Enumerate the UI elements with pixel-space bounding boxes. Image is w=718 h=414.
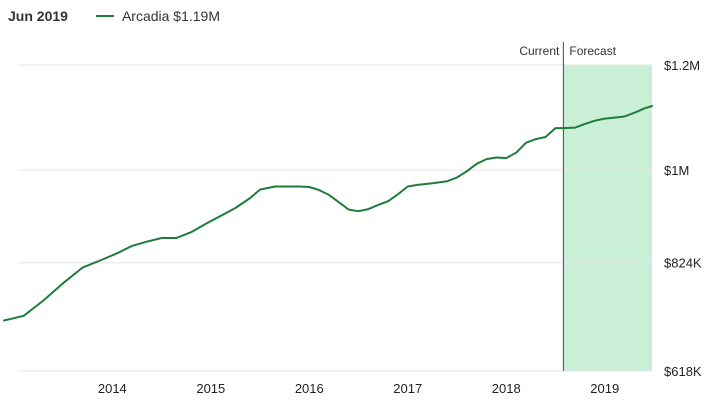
y-tick-label: $618K: [664, 364, 702, 379]
gridlines: [18, 64, 652, 372]
x-tick-label: 2019: [590, 381, 619, 396]
x-tick-label: 2015: [196, 381, 225, 396]
chart-header: Jun 2019 Arcadia $1.19M: [8, 4, 220, 28]
series-line-arcadia: [3, 105, 653, 322]
x-tick-label: 2016: [295, 381, 324, 396]
period-label: Jun 2019: [8, 8, 68, 24]
x-tick-label: 2018: [492, 381, 521, 396]
series-layer: [3, 105, 653, 322]
y-tick-label: $1M: [664, 163, 689, 178]
x-tick-label: 2017: [393, 381, 422, 396]
y-tick-label: $824K: [664, 256, 702, 271]
legend: Arcadia $1.19M: [95, 8, 220, 24]
legend-label: Arcadia $1.19M: [121, 8, 220, 24]
y-axis: $1.2M $1M $824K $618K: [664, 58, 702, 379]
current-forecast-divider: Current Forecast: [519, 42, 617, 371]
forecast-label: Forecast: [569, 44, 616, 58]
forecast-band: [563, 65, 652, 371]
x-tick-label: 2014: [98, 381, 127, 396]
current-label: Current: [519, 44, 560, 58]
x-axis: 2014 2015 2016 2017 2018 2019: [98, 381, 619, 396]
y-tick-label: $1.2M: [664, 58, 700, 73]
forecast-region: [563, 65, 652, 371]
legend-line-swatch: [95, 15, 114, 17]
